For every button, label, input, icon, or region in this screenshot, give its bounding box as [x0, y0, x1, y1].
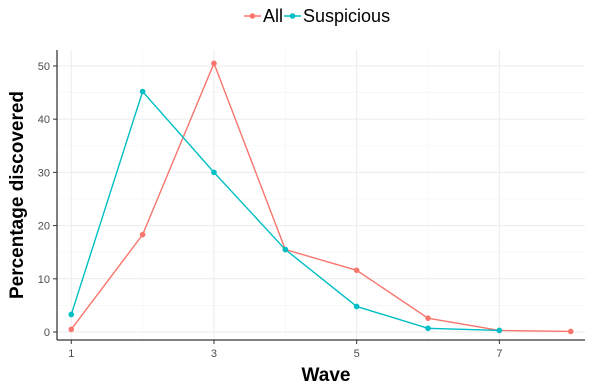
- x-axis-title: Wave: [302, 365, 351, 386]
- data-point-suspicious: [496, 327, 503, 334]
- y-tick-label: 30: [38, 167, 50, 179]
- data-point-suspicious: [139, 88, 146, 95]
- y-axis-title: Percentage discovered: [7, 91, 28, 299]
- legend: All Suspicious: [244, 6, 390, 26]
- data-point-all: [139, 231, 146, 238]
- x-tick-label: 5: [354, 348, 360, 360]
- series-layer: [68, 60, 574, 335]
- x-tick-label: 3: [211, 348, 217, 360]
- legend-label-all: All: [263, 6, 283, 26]
- legend-key-point-suspicious: [289, 13, 296, 19]
- grid: [57, 50, 585, 340]
- data-point-all: [353, 267, 360, 274]
- y-tick-label: 40: [38, 114, 50, 126]
- data-point-suspicious: [425, 325, 431, 332]
- data-point-all: [68, 326, 75, 333]
- y-tick-label: 20: [38, 221, 50, 233]
- y-tick-label: 0: [44, 327, 50, 339]
- data-point-suspicious: [211, 169, 217, 176]
- data-point-all: [425, 315, 431, 321]
- x-tick-label: 7: [496, 348, 502, 360]
- x-tick-label: 1: [68, 348, 74, 360]
- data-point-suspicious: [282, 246, 289, 253]
- legend-key-point-all: [249, 13, 256, 19]
- data-point-suspicious: [353, 303, 360, 310]
- y-tick-label: 10: [38, 274, 50, 286]
- data-point-suspicious: [68, 311, 75, 318]
- data-point-all: [211, 60, 217, 67]
- axes: 0 10 20 30 40 50 1 3 5 7: [38, 50, 585, 360]
- data-point-all: [567, 328, 574, 335]
- y-tick-label: 50: [38, 61, 50, 73]
- legend-label-suspicious: Suspicious: [303, 6, 390, 26]
- series-line-all: [70, 61, 571, 333]
